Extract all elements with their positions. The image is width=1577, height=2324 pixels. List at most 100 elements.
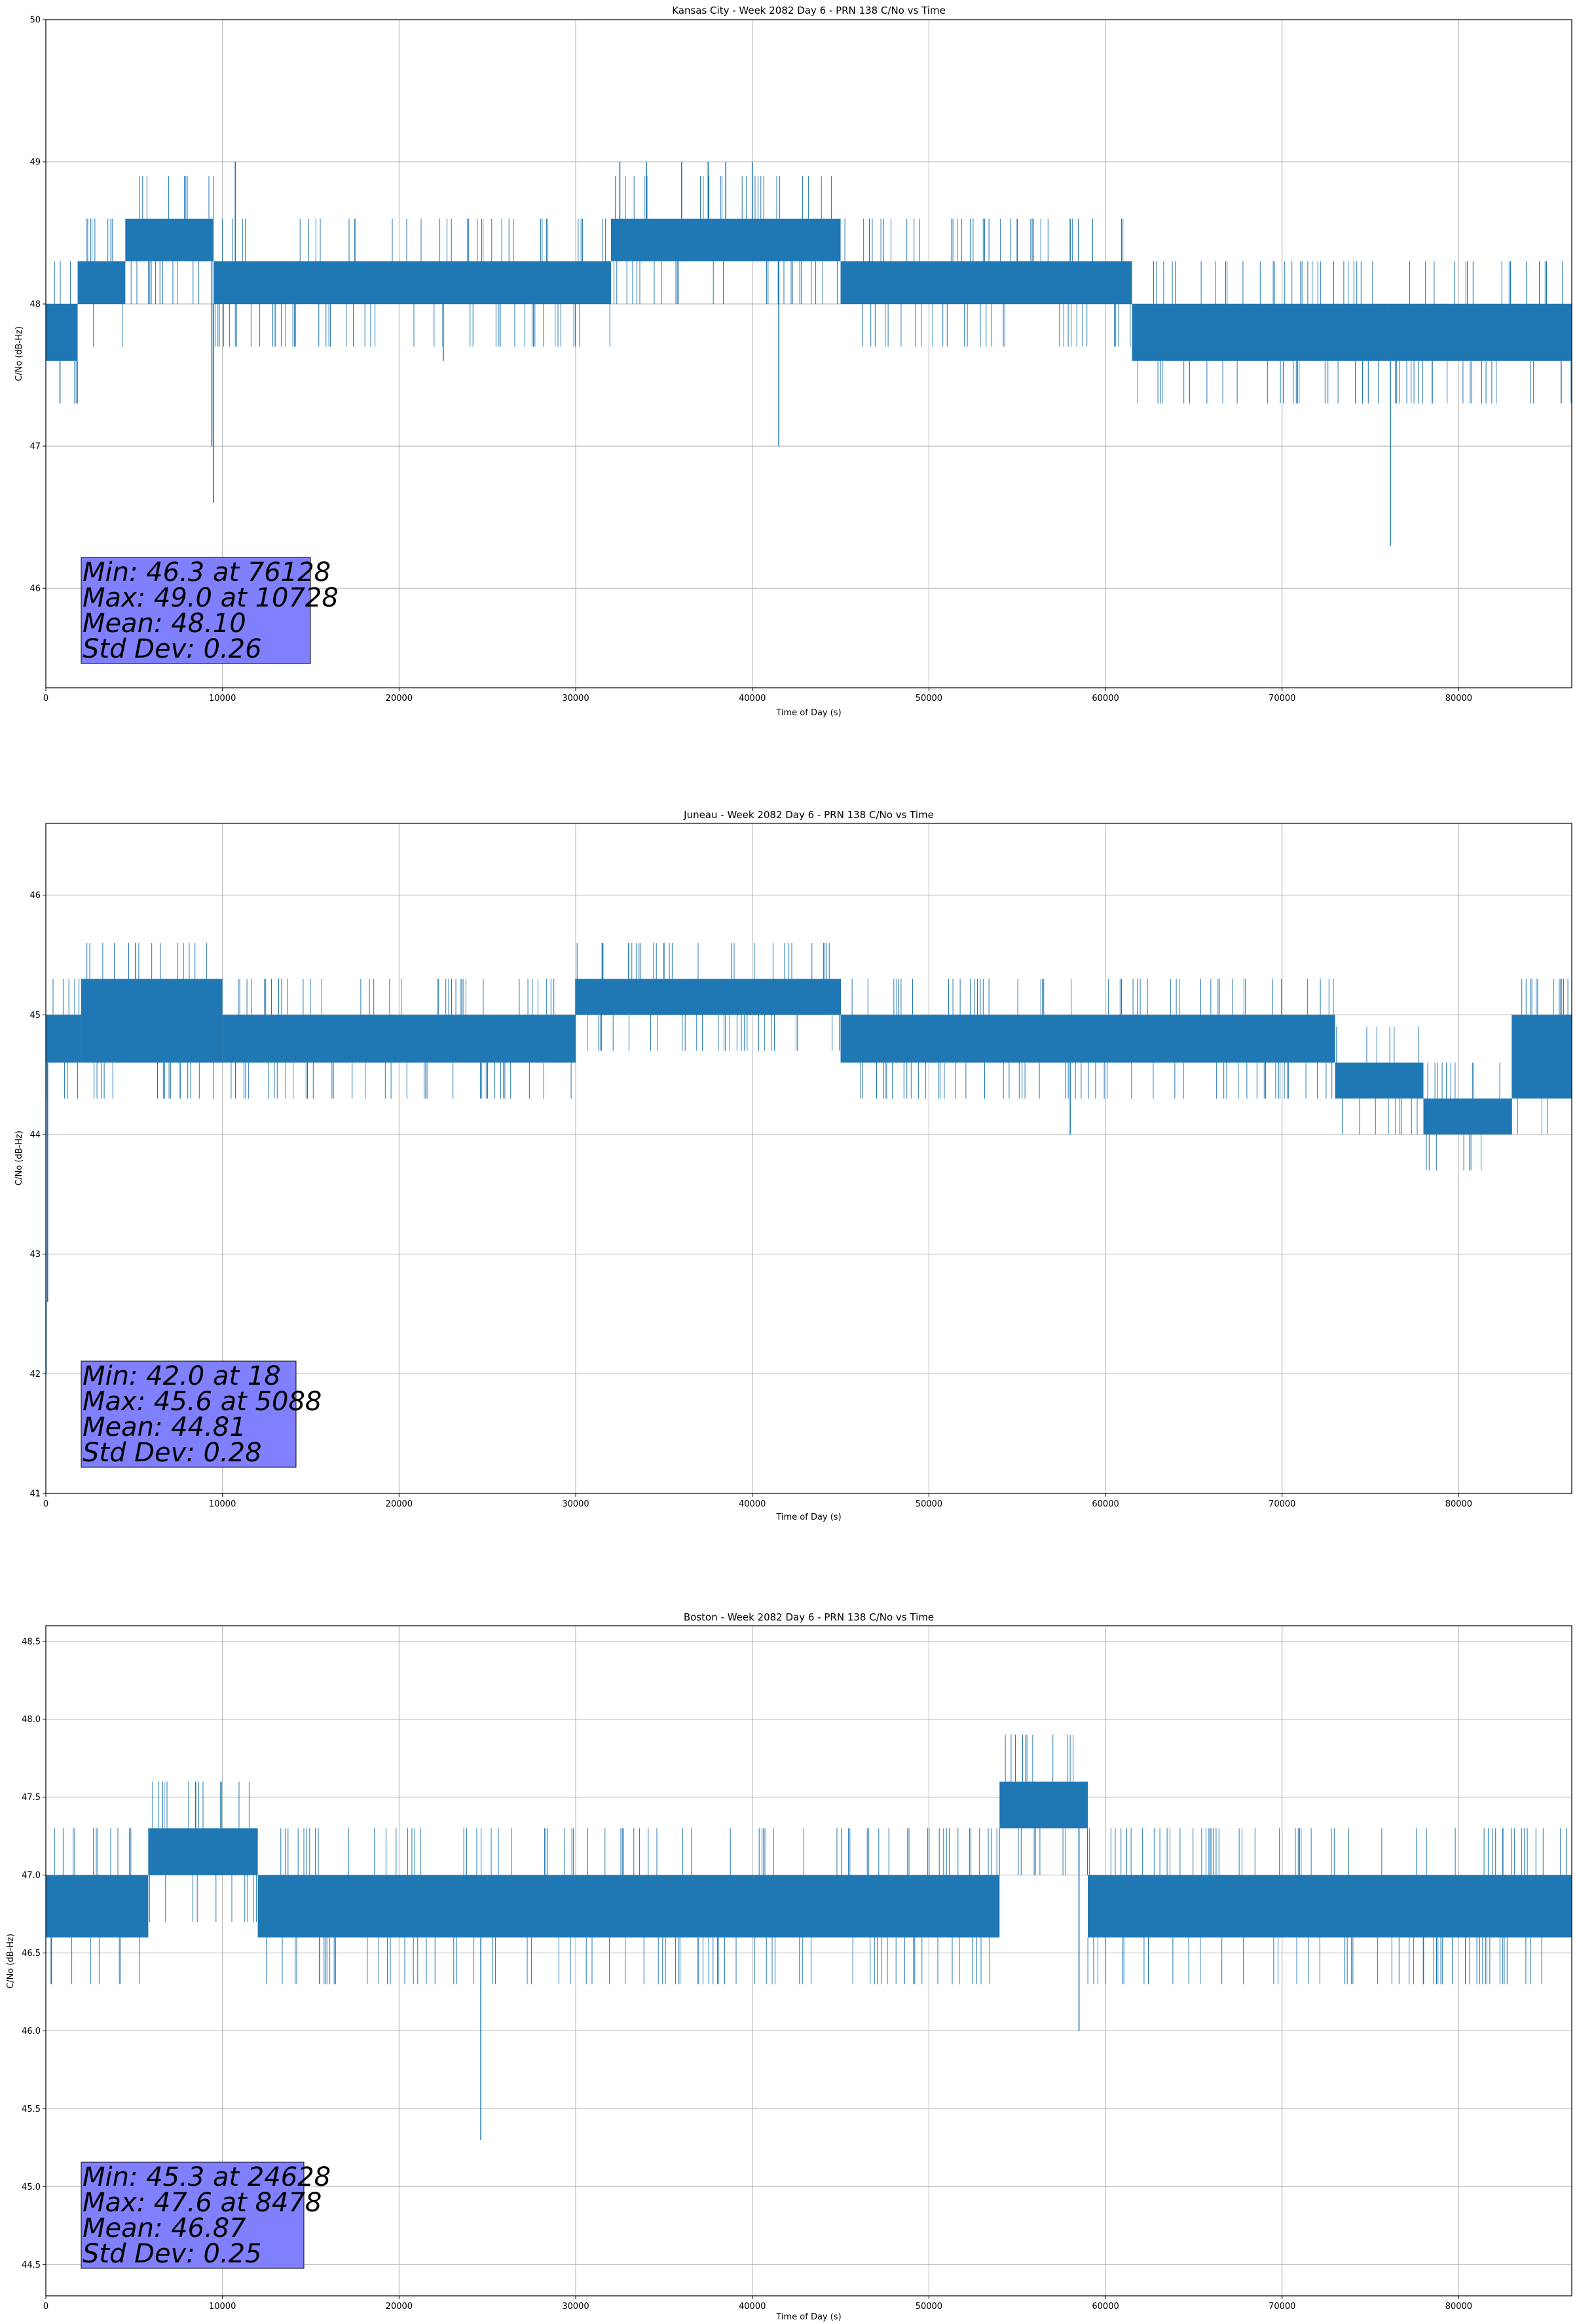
cno-fluctuation [999, 1734, 1088, 1875]
cno-band [840, 1015, 1335, 1063]
x-tick-label: 50000 [916, 694, 942, 703]
stats-max: Max: 45.6 at 5088 [83, 1387, 322, 1417]
stats-std-dev: Std Dev: 0.28 [83, 1438, 262, 1468]
x-tick-label: 20000 [386, 2302, 413, 2312]
y-axis-ticks: 44.5 45.0 45.5 46.0 46.5 47.0 47.5 48.0 48.5 [22, 1637, 46, 2270]
cno-fluctuation [844, 218, 1131, 347]
stats-min: Min: 45.3 at 24628 [83, 2162, 331, 2192]
x-tick-label: 30000 [562, 694, 589, 703]
x-tick-label: 10000 [209, 2302, 236, 2312]
cno-band [148, 1828, 258, 1875]
stats-box-background [81, 2162, 305, 2269]
y-axis-label: C/No (dB-Hz) [14, 1131, 24, 1186]
cno-band [999, 1781, 1088, 1829]
x-tick-label: 40000 [739, 694, 766, 703]
cno-band [213, 261, 611, 305]
cno-band [1512, 1015, 1572, 1099]
cno-fluctuation [1511, 979, 1568, 1134]
stats-std-dev: Std Dev: 0.26 [83, 634, 262, 664]
cno-band [576, 979, 841, 1015]
stats-box-background [81, 557, 311, 664]
stats-box: Min: 42.0 at 18 Max: 45.6 at 5088 Mean: … [81, 1360, 322, 1468]
x-axis-label: Time of Day (s) [775, 708, 841, 718]
y-tick-label: 45 [29, 1011, 41, 1021]
x-axis-ticks: 0 10000 20000 30000 40000 50000 60000 70000 8000… [43, 2296, 1472, 2312]
cno-fluctuation [613, 176, 838, 304]
x-axis-ticks: 0 10000 20000 30000 40000 50000 60000 70000 8000… [43, 1493, 1472, 1509]
x-tick-label: 80000 [1445, 2302, 1472, 2312]
cno-band [81, 979, 223, 1063]
stats-mean: Mean: 46.87 [83, 2213, 246, 2243]
stats-max: Max: 49.0 at 10728 [83, 583, 339, 613]
y-tick-label: 48.5 [22, 1637, 41, 1647]
stats-box: Min: 46.3 at 76128 Max: 49.0 at 10728 Me… [81, 557, 339, 664]
x-tick-label: 10000 [209, 1499, 236, 1509]
cno-fluctuation [86, 218, 123, 347]
x-tick-label: 60000 [1092, 694, 1119, 703]
x-axis-label: Time of Day (s) [775, 2312, 841, 2322]
chart-title: Boston - Week 2082 Day 6 - PRN 138 C/No … [684, 1611, 934, 1623]
cno-fluctuation [1137, 261, 1379, 403]
y-axis-ticks: 46 47 48 49 50 [29, 16, 46, 594]
cno-fluctuation [1426, 1062, 1500, 1171]
y-tick-label: 41 [29, 1490, 41, 1499]
y-tick-label: 46 [29, 584, 41, 594]
plot-frame [45, 823, 1572, 1494]
cno-band [1132, 304, 1388, 361]
y-tick-label: 49 [29, 158, 41, 168]
y-tick-label: 47 [29, 442, 41, 452]
cno-fluctuation [1395, 261, 1572, 403]
stats-box-background [81, 1360, 297, 1468]
x-tick-label: 80000 [1445, 694, 1472, 703]
stats-mean: Mean: 44.81 [83, 1412, 246, 1442]
y-tick-label: 45.5 [22, 2105, 41, 2114]
x-tick-label: 70000 [1269, 694, 1295, 703]
cno-fluctuation [576, 943, 840, 1051]
y-tick-label: 47.5 [22, 1793, 41, 1803]
cno-band [610, 218, 841, 261]
x-tick-label: 0 [43, 694, 48, 703]
y-tick-label: 45.0 [22, 2183, 41, 2192]
x-tick-label: 60000 [1092, 1499, 1119, 1509]
stats-min: Min: 46.3 at 76128 [83, 557, 331, 588]
y-tick-label: 44.5 [22, 2260, 41, 2270]
data-series [45, 162, 1572, 546]
x-tick-label: 70000 [1269, 2302, 1295, 2312]
cno-band [222, 1015, 576, 1063]
stats-min: Min: 42.0 at 18 [83, 1361, 281, 1391]
subplot-juneau: Juneau - Week 2082 Day 6 - PRN 138 C/No … [14, 809, 1572, 1522]
data-series [45, 943, 1572, 1374]
y-tick-label: 50 [29, 16, 41, 26]
y-tick-label: 44 [29, 1130, 41, 1140]
cno-band [257, 1875, 1000, 1938]
x-tick-label: 30000 [562, 1499, 589, 1509]
cno-fluctuation [214, 218, 610, 347]
y-tick-label: 42 [29, 1370, 41, 1379]
x-tick-label: 0 [43, 1499, 48, 1509]
cno-band [1088, 1875, 1572, 1938]
x-tick-label: 40000 [739, 1499, 766, 1509]
cno-fluctuation [266, 1828, 997, 1985]
data-series [46, 1734, 1572, 2141]
x-axis-ticks: 0 10000 20000 30000 40000 50000 60000 70000 8000… [43, 688, 1472, 703]
chart-title: Kansas City - Week 2082 Day 6 - PRN 138 … [672, 5, 946, 16]
subplot-kansas-city: Kansas City - Week 2082 Day 6 - PRN 138 … [14, 5, 1572, 718]
subplot-boston: Boston - Week 2082 Day 6 - PRN 138 C/No … [6, 1611, 1572, 2322]
cno-band [46, 1875, 149, 1938]
plot-frame [45, 1625, 1572, 2296]
chart-title: Juneau - Week 2082 Day 6 - PRN 138 C/No … [683, 809, 934, 821]
y-axis-label: C/No (dB-Hz) [14, 326, 24, 381]
cno-fluctuation [149, 1781, 257, 1922]
x-tick-label: 20000 [386, 694, 413, 703]
stats-max: Max: 47.6 at 8478 [83, 2188, 322, 2218]
x-tick-label: 30000 [562, 2302, 589, 2312]
cno-fluctuation [1336, 1026, 1419, 1134]
x-tick-label: 60000 [1092, 2302, 1119, 2312]
x-tick-label: 20000 [386, 1499, 413, 1509]
x-tick-label: 50000 [916, 2302, 942, 2312]
x-tick-label: 70000 [1269, 1499, 1295, 1509]
cno-band [77, 261, 126, 305]
y-tick-label: 47.0 [22, 1871, 41, 1881]
y-tick-label: 48 [29, 300, 41, 310]
